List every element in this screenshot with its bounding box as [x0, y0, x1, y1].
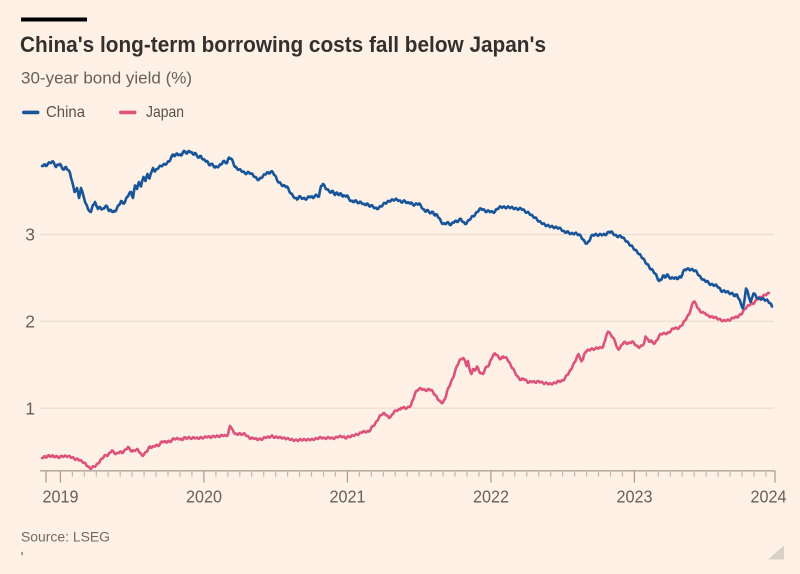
svg-text:2020: 2020 [186, 487, 222, 507]
svg-text:30-year bond yield (%): 30-year bond yield (%) [21, 70, 192, 88]
svg-text:1: 1 [25, 398, 35, 418]
svg-text:2022: 2022 [473, 487, 509, 507]
svg-text:3: 3 [25, 225, 35, 245]
svg-text:2024: 2024 [751, 487, 787, 507]
svg-text:Japan: Japan [146, 104, 184, 121]
svg-text:China's long-term borrowing co: China's long-term borrowing costs fall b… [20, 32, 546, 57]
svg-text:2019: 2019 [43, 487, 79, 507]
svg-text:2023: 2023 [617, 487, 653, 507]
svg-text:Source: LSEG: Source: LSEG [21, 530, 110, 545]
svg-text:China: China [46, 104, 85, 121]
svg-text:2021: 2021 [330, 487, 366, 507]
svg-text:2: 2 [25, 312, 35, 332]
